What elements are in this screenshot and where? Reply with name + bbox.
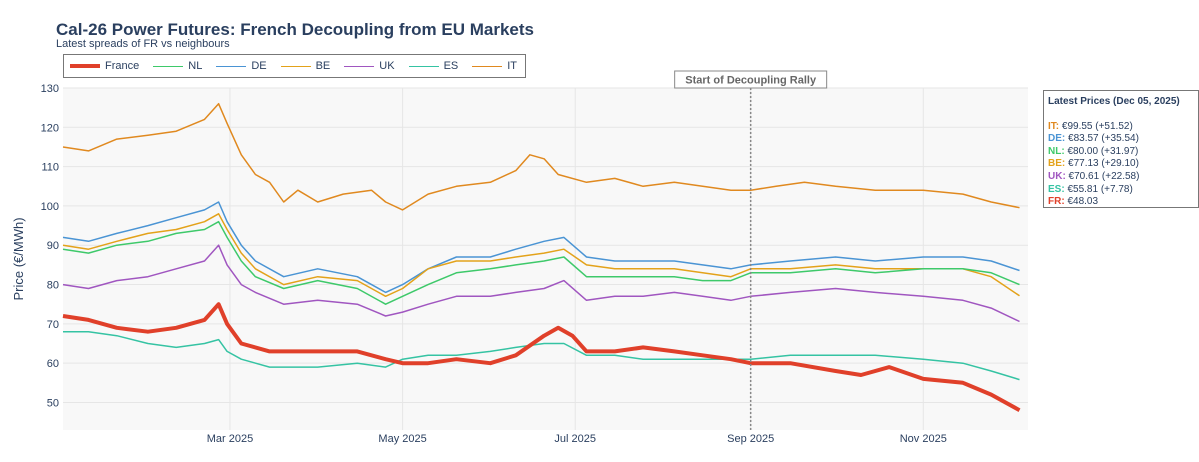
plot-area xyxy=(63,88,1028,430)
legend-label: France xyxy=(105,60,140,72)
x-tick-label: May 2025 xyxy=(378,433,426,445)
legend-swatch xyxy=(280,65,311,67)
legend-swatch xyxy=(408,65,439,67)
legend-swatch xyxy=(472,65,503,67)
legend-item-be[interactable]: BE xyxy=(280,60,331,72)
legend-swatch xyxy=(344,65,375,67)
latest-price-value: €55.81 (+7.78) xyxy=(1064,183,1133,195)
y-tick-label: 110 xyxy=(41,162,59,174)
legend: France NL DE BE UK ES IT xyxy=(63,54,527,78)
y-tick-label: 60 xyxy=(47,358,59,370)
latest-price-row: IT: €99.55 (+51.52) xyxy=(1048,121,1198,134)
x-tick-label: Sep 2025 xyxy=(727,433,774,445)
latest-price-value: €80.00 (+31.97) xyxy=(1064,145,1139,157)
latest-price-label: BE: xyxy=(1048,158,1066,170)
legend-label: ES xyxy=(443,60,459,72)
series-line-be xyxy=(62,213,1020,298)
legend-swatch xyxy=(70,64,100,68)
latest-price-label: UK: xyxy=(1048,170,1066,182)
x-tick-label: Nov 2025 xyxy=(900,433,947,445)
legend-label: DE xyxy=(251,60,267,72)
legend-label: NL xyxy=(188,60,203,72)
series-line-nl xyxy=(62,220,1020,305)
y-tick-label: 50 xyxy=(47,397,59,409)
grid xyxy=(63,87,1028,430)
latest-price-value: €77.13 (+29.10) xyxy=(1065,158,1139,170)
y-tick-label: 120 xyxy=(41,122,59,134)
series-line-uk xyxy=(62,244,1020,323)
y-tick-label: 100 xyxy=(41,201,59,213)
latest-price-value: €99.55 (+51.52) xyxy=(1059,120,1133,132)
legend-swatch xyxy=(153,65,184,67)
series-line-de xyxy=(62,201,1020,294)
decoupling-annotation: Start of Decoupling Rally xyxy=(674,70,828,430)
latest-price-row: NL: €80.00 (+31.97) xyxy=(1048,146,1198,159)
chart-subtitle: Latest spreads of FR vs neighbours xyxy=(56,38,230,50)
latest-price-label: FR: xyxy=(1048,196,1065,208)
legend-label: IT xyxy=(507,60,518,72)
y-tick-label: 130 xyxy=(41,83,59,95)
series-lines xyxy=(62,102,1021,412)
legend-label: UK xyxy=(379,60,395,72)
latest-price-label: NL: xyxy=(1048,145,1065,157)
legend-item-france[interactable]: France xyxy=(70,60,139,72)
latest-price-row: UK: €70.61 (+22.58) xyxy=(1048,171,1198,184)
latest-price-row: BE: €77.13 (+29.10) xyxy=(1048,158,1198,171)
latest-price-value: €48.03 xyxy=(1064,196,1099,208)
legend-swatch xyxy=(216,65,247,67)
legend-item-es[interactable]: ES xyxy=(408,60,459,72)
latest-price-value: €83.57 (+35.54) xyxy=(1065,133,1139,145)
legend-label: BE xyxy=(315,60,331,72)
x-tick-label: Jul 2025 xyxy=(554,433,596,445)
y-tick-label: 80 xyxy=(47,280,59,292)
annotation-text: Start of Decoupling Rally xyxy=(685,75,817,87)
series-line-it xyxy=(62,102,1020,211)
chart-title: Cal-26 Power Futures: French Decoupling … xyxy=(56,20,534,39)
latest-price-row: FR: €48.03 xyxy=(1048,196,1198,208)
series-line-france xyxy=(62,302,1021,412)
latest-price-label: IT: xyxy=(1048,120,1060,132)
y-tick-label: 70 xyxy=(47,319,59,331)
legend-item-de[interactable]: DE xyxy=(216,60,267,72)
legend-item-nl[interactable]: NL xyxy=(153,60,202,72)
latest-prices-title: Latest Prices (Dec 05, 2025) xyxy=(1048,96,1180,107)
x-tick-label: Mar 2025 xyxy=(207,433,253,445)
latest-prices-box: Latest Prices (Dec 05, 2025) IT: €99.55 … xyxy=(1043,90,1199,208)
latest-price-label: DE: xyxy=(1048,133,1066,145)
latest-price-label: ES: xyxy=(1048,183,1065,195)
legend-item-uk[interactable]: UK xyxy=(344,60,395,72)
y-ticks: 50 60 70 80 90 100 110 120 130 xyxy=(41,83,59,409)
y-tick-label: 90 xyxy=(47,240,59,252)
y-axis-label: Price (€/MWh) xyxy=(11,217,26,300)
series-line-es xyxy=(63,330,1020,381)
latest-price-row: DE: €83.57 (+35.54) xyxy=(1048,133,1198,146)
latest-price-value: €70.61 (+22.58) xyxy=(1065,170,1140,182)
x-ticks: Mar 2025 May 2025 Jul 2025 Sep 2025 Nov 2025 xyxy=(207,433,947,445)
annotation-box xyxy=(674,70,828,89)
latest-price-row: ES: €55.81 (+7.78) xyxy=(1048,184,1198,197)
legend-item-it[interactable]: IT xyxy=(472,60,517,72)
